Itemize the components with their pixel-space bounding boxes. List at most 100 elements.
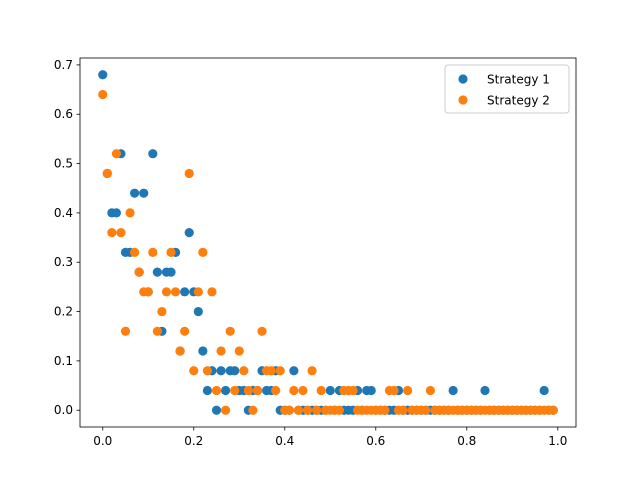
point-s1-26 (216, 366, 226, 376)
point-s1-42 (289, 366, 299, 376)
legend-label-s2: Strategy 2 (487, 94, 550, 108)
point-s1-7 (130, 188, 140, 198)
point-s2-20 (189, 366, 199, 376)
y-tick-label: 0.7 (54, 58, 73, 72)
point-s1-77 (448, 385, 458, 396)
point-s2-6 (125, 208, 135, 218)
point-s1-15 (166, 267, 176, 277)
x-tick-label: 0.2 (184, 434, 203, 448)
point-s1-3 (111, 208, 121, 218)
point-s1-97 (539, 385, 549, 396)
point-s2-16 (170, 287, 181, 297)
point-s2-64 (389, 385, 399, 396)
point-s1-25 (211, 405, 222, 415)
legend-marker-s1 (458, 74, 468, 84)
point-s2-31 (239, 366, 249, 376)
point-s2-72 (425, 385, 435, 396)
y-tick-label: 0.2 (54, 305, 73, 319)
point-s2-37 (266, 366, 276, 376)
x-tick-label: 0.0 (93, 434, 112, 448)
point-s1-22 (198, 346, 208, 356)
point-s2-3 (111, 149, 121, 159)
point-s1-0 (98, 70, 108, 80)
point-s2-0 (98, 89, 108, 100)
point-s1-18 (180, 287, 190, 297)
point-s2-71 (421, 405, 431, 415)
x-tick-label: 0.4 (275, 434, 294, 448)
point-s2-39 (275, 366, 285, 376)
legend: Strategy 1 Strategy 2 (444, 64, 570, 114)
point-s2-43 (293, 405, 304, 415)
point-s2-44 (298, 385, 308, 396)
y-axis-ticks: 0.0 0.1 0.2 0.3 0.4 0.5 0.6 0.7 (54, 58, 80, 417)
point-s2-15 (166, 247, 176, 257)
axes-frame (79, 57, 577, 428)
point-s2-38 (271, 385, 281, 396)
legend-marker-s2 (458, 95, 468, 105)
point-s2-17 (175, 346, 185, 356)
point-s2-18 (180, 326, 190, 336)
point-s2-1 (102, 168, 112, 179)
point-s2-42 (289, 385, 299, 396)
point-s1-9 (139, 188, 149, 198)
point-s2-48 (316, 385, 326, 396)
point-s1-29 (230, 366, 240, 376)
point-s1-27 (221, 385, 231, 396)
point-s2-41 (284, 405, 294, 415)
point-s2-14 (161, 287, 172, 297)
point-s2-62 (380, 405, 390, 415)
point-s2-2 (107, 228, 117, 238)
x-tick-label: 0.6 (366, 434, 385, 448)
y-tick-label: 0.1 (54, 354, 73, 368)
point-s2-23 (202, 366, 213, 376)
point-s2-8 (134, 267, 144, 277)
point-s1-21 (193, 306, 203, 317)
point-s2-21 (193, 287, 203, 297)
y-tick-label: 0.6 (54, 107, 73, 121)
point-s2-66 (398, 405, 408, 415)
point-s2-29 (230, 385, 240, 396)
legend-label-s1: Strategy 1 (487, 73, 550, 87)
y-tick-label: 0.0 (54, 403, 73, 417)
point-s1-11 (148, 149, 158, 159)
x-tick-label: 0.8 (457, 434, 476, 448)
point-s2-32 (243, 385, 253, 396)
point-s2-26 (216, 346, 226, 356)
point-s2-4 (116, 228, 126, 238)
point-s2-27 (221, 405, 231, 415)
legend-box (444, 64, 570, 114)
point-s2-22 (198, 247, 208, 257)
point-s2-11 (148, 247, 158, 257)
x-axis-ticks: 0.0 0.2 0.4 0.6 0.8 1.0 (93, 427, 567, 448)
point-s2-13 (157, 306, 167, 317)
point-s2-46 (307, 366, 317, 376)
point-s2-52 (334, 405, 344, 415)
point-s1-59 (366, 385, 376, 396)
y-tick-label: 0.5 (54, 157, 73, 171)
point-s1-19 (184, 228, 194, 238)
x-tick-label: 1.0 (548, 434, 567, 448)
point-s2-19 (184, 168, 194, 179)
point-s2-35 (257, 326, 267, 336)
point-s2-10 (143, 287, 153, 297)
point-s1-12 (152, 267, 162, 277)
point-s2-67 (403, 385, 413, 396)
point-s2-25 (211, 385, 222, 396)
point-s2-47 (312, 405, 322, 415)
point-s2-12 (152, 326, 162, 336)
point-s2-45 (302, 405, 313, 415)
point-s1-23 (202, 385, 213, 396)
point-s2-34 (252, 385, 263, 396)
point-s2-55 (348, 385, 358, 396)
point-s2-24 (207, 287, 217, 297)
point-s2-99 (548, 405, 558, 415)
point-s2-7 (130, 247, 140, 257)
point-s2-28 (225, 326, 235, 336)
point-s1-84 (480, 385, 490, 396)
point-s2-5 (120, 326, 131, 336)
y-tick-label: 0.4 (54, 206, 73, 220)
point-s1-50 (325, 385, 335, 396)
plot-points (98, 70, 558, 415)
y-tick-label: 0.3 (54, 255, 73, 269)
